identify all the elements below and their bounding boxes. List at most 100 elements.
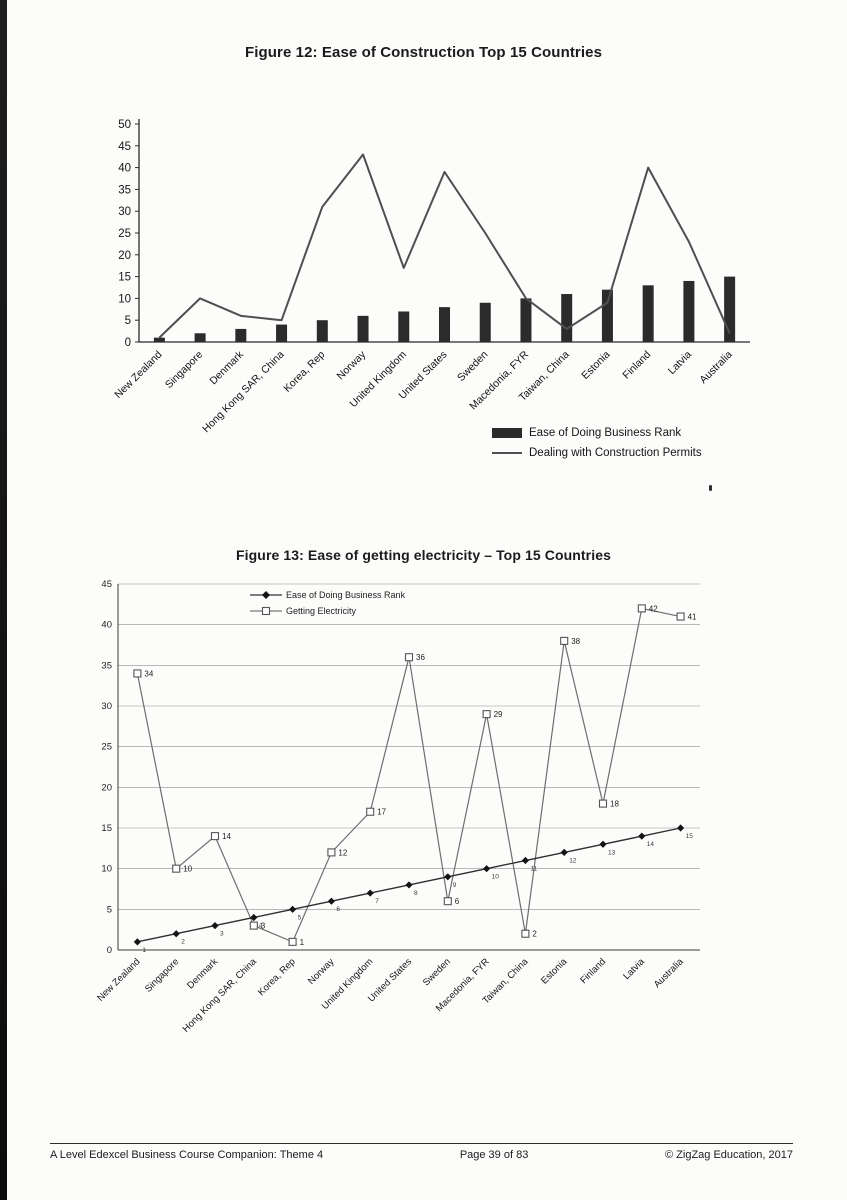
footer-copyright: © ZigZag Education, 2017 <box>665 1149 793 1161</box>
data-label: 12 <box>569 857 577 864</box>
legend-label: Getting Electricity <box>286 606 357 616</box>
figure12-title: Figure 12: Ease of Construction Top 15 C… <box>244 44 603 61</box>
bar <box>235 328 247 342</box>
data-label: 10 <box>183 865 192 874</box>
bar <box>520 298 532 342</box>
data-label: 8 <box>414 890 418 897</box>
data-label: 2 <box>181 939 185 946</box>
data-label: 11 <box>530 866 537 873</box>
diamond-marker <box>560 848 568 856</box>
diamond-marker <box>444 873 452 881</box>
line-swatch <box>492 452 522 454</box>
data-label: 38 <box>571 637 580 646</box>
y-tick-label: 5 <box>107 904 112 915</box>
square-marker <box>327 848 336 857</box>
data-label: 6 <box>336 906 340 913</box>
construction-permits-line <box>158 153 731 339</box>
data-label: 34 <box>144 669 153 678</box>
data-label: 42 <box>649 604 658 613</box>
legend-item-construction-permits: Dealing with Construction Permits <box>492 447 702 459</box>
square-marker <box>482 710 491 719</box>
page-footer: A Level Edexcel Business Course Companio… <box>50 1143 793 1161</box>
y-tick-label: 40 <box>101 620 112 631</box>
y-tick-label: 15 <box>101 823 112 834</box>
data-label: 1 <box>142 947 146 954</box>
data-label: 14 <box>222 832 231 841</box>
square-glyph <box>261 606 271 616</box>
data-label: 1 <box>300 938 305 947</box>
x-axis-label: New Zealand <box>112 349 164 401</box>
figure13-legend: Ease of Doing Business Rank Getting Elec… <box>249 590 405 616</box>
x-axis-label: Hong Kong SAR, China <box>181 956 260 1035</box>
data-label: 4 <box>259 922 263 929</box>
square-marker <box>560 636 569 645</box>
bar <box>276 324 288 342</box>
y-tick-label: 15 <box>118 272 131 284</box>
y-tick-label: 45 <box>101 579 112 590</box>
bar <box>357 315 369 342</box>
figure12-legend: Ease of Doing Business Rank Dealing with… <box>492 427 702 459</box>
x-axis-label: Norway <box>306 956 337 987</box>
x-axis-label: Latvia <box>666 349 694 377</box>
bar <box>398 311 410 342</box>
diamond-marker <box>172 930 180 938</box>
bar-series <box>153 276 736 342</box>
data-label: 6 <box>455 897 460 906</box>
x-axis-label: Finland <box>578 956 608 986</box>
y-tick-label: 20 <box>101 782 112 793</box>
legend-label: Ease of Doing Business Rank <box>529 427 682 439</box>
data-label: 9 <box>453 882 457 889</box>
footer-page-number: Page 39 of 83 <box>459 1149 529 1161</box>
x-axis-label: Sweden <box>421 956 453 988</box>
square-line-swatch <box>250 606 282 616</box>
x-axis-label: Norway <box>335 348 369 382</box>
x-axis-label: Korea, Rep <box>281 349 327 395</box>
data-label: 2 <box>532 930 537 939</box>
diamond-marker <box>638 832 646 840</box>
x-axis-label: Australia <box>652 956 686 990</box>
x-axis-label: Estonia <box>579 349 612 382</box>
data-label: 18 <box>610 800 619 809</box>
x-axis-label: Hong Kong SAR, China <box>200 349 287 436</box>
bar <box>439 307 450 342</box>
y-tick-label: 25 <box>101 742 112 753</box>
x-axis-label: New Zealand <box>95 956 142 1003</box>
legend-label: Ease of Doing Business Rank <box>286 590 406 600</box>
y-tick-label: 40 <box>118 163 131 175</box>
x-axis-label: Latvia <box>621 956 647 982</box>
legend-item-ease-rank: Ease of Doing Business Rank <box>492 427 702 439</box>
legend-item-ease-rank: Ease of Doing Business Rank <box>249 590 405 600</box>
bar <box>153 337 165 342</box>
data-label: 14 <box>647 841 655 848</box>
diamond-marker <box>133 938 141 946</box>
scan-speck <box>709 485 712 491</box>
diamond-marker <box>599 840 607 848</box>
data-label: 7 <box>375 898 379 905</box>
y-tick-label: 20 <box>118 250 131 262</box>
square-marker <box>366 807 375 816</box>
square-marker <box>210 832 220 841</box>
y-tick-label: 30 <box>101 701 112 712</box>
y-tick-label: 35 <box>101 660 112 671</box>
square-marker <box>288 937 297 946</box>
bar <box>601 289 613 342</box>
y-tick-label: 0 <box>107 945 112 956</box>
square-marker <box>404 653 414 662</box>
square-marker <box>637 604 646 613</box>
y-tick-label: 35 <box>118 184 131 196</box>
square-marker <box>443 897 452 906</box>
x-axis-label: Singapore <box>163 349 205 391</box>
y-tick-label: 50 <box>118 119 131 131</box>
x-axis-label: Sweden <box>455 349 490 384</box>
square-marker <box>133 669 142 678</box>
data-label: 3 <box>220 931 224 938</box>
x-axis-label: Denmark <box>207 348 246 387</box>
x-axis-label: Australia <box>697 349 734 386</box>
figure13-chart: 0510152025303540453410143112173662923818… <box>95 579 700 1035</box>
diamond-marker <box>211 922 219 930</box>
diamond-line-swatch <box>250 591 282 599</box>
diamond-marker <box>483 865 491 873</box>
y-tick-label: 25 <box>118 228 131 240</box>
bar <box>724 276 736 342</box>
